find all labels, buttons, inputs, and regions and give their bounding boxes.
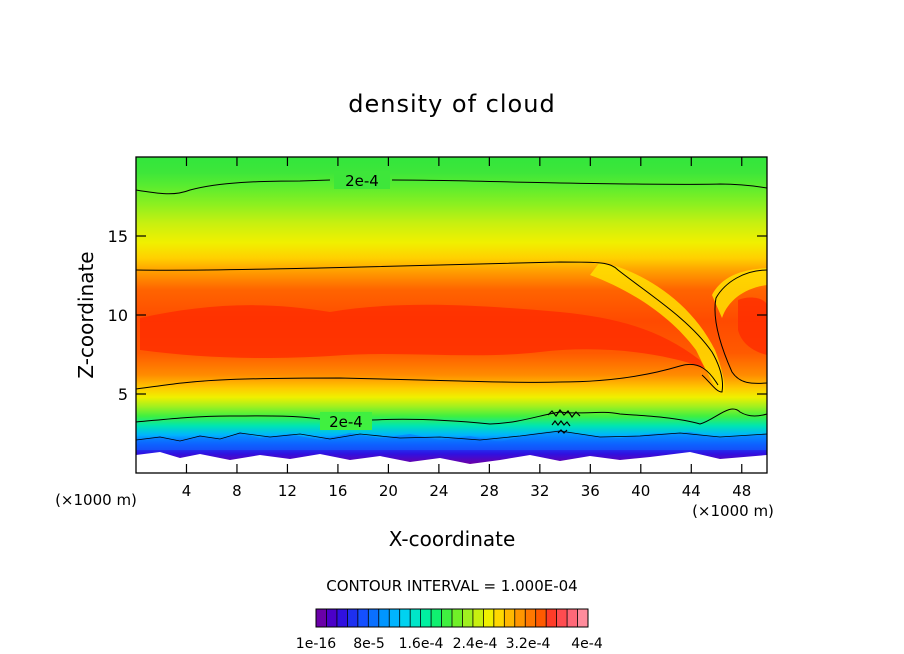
contour-interval-text: CONTOUR INTERVAL = 1.000E-04 <box>326 577 577 595</box>
x-tick-label: 16 <box>328 482 347 500</box>
heatmap-plume-right <box>712 268 767 318</box>
colorbar-swatch <box>347 609 359 627</box>
x-tick-label: 20 <box>379 482 398 500</box>
heatmap-core-region <box>140 304 705 368</box>
x-tick-label: 12 <box>278 482 297 500</box>
x-axis-label: X-coordinate <box>389 527 516 551</box>
contour-speckles <box>547 408 581 434</box>
contour-line-right-lobe <box>714 269 768 384</box>
colorbar-frame <box>315 608 589 628</box>
colorbar-swatch <box>399 609 411 627</box>
x-tick-label: 44 <box>682 482 701 500</box>
contour-label-bottom-bg <box>320 412 372 430</box>
colorbar-swatch <box>577 609 589 627</box>
x-unit-right: (×1000 m) <box>692 502 774 520</box>
colorbar-label: 8e-5 <box>353 636 384 652</box>
colorbar-swatch <box>326 609 338 627</box>
colorbar-swatch <box>504 609 516 627</box>
colorbar-swatch <box>472 609 484 627</box>
colorbar-swatch <box>389 609 400 627</box>
colorbar-swatch <box>546 609 557 627</box>
colorbar-label: 1.6e-4 <box>399 636 444 652</box>
colorbar-swatch <box>462 609 474 627</box>
heatmap-core-region-right <box>738 297 767 355</box>
x-tick-label: 36 <box>581 482 600 500</box>
colorbar-labels: 1e-16 8e-5 1.6e-4 2.4e-4 3.2e-4 4e-4 <box>296 636 603 652</box>
y-tick-label: 5 <box>118 385 128 404</box>
x-tick-label: 32 <box>530 482 549 500</box>
colorbar-label: 4e-4 <box>571 636 603 652</box>
heatmap-field <box>136 157 767 473</box>
colorbar <box>315 608 589 628</box>
contour-label-top-bg <box>334 171 390 189</box>
contour-line-lower-band <box>135 364 719 390</box>
colorbar-swatch <box>452 609 463 627</box>
colorbar-swatch <box>378 609 390 627</box>
colorbar-swatch <box>336 609 348 627</box>
x-axis-ticks: 4 8 12 16 20 24 28 32 36 40 44 48 <box>182 157 751 500</box>
y-axis-ticks: 5 10 15 <box>108 227 767 404</box>
colorbar-swatch <box>514 609 526 627</box>
colorbar-swatch <box>493 609 505 627</box>
contour-line-upper-band <box>135 261 723 393</box>
colorbar-swatch <box>535 609 547 627</box>
heatmap-plume <box>590 262 725 395</box>
contour-line-bottom <box>135 408 768 425</box>
x-unit-left: (×1000 m) <box>55 491 137 509</box>
heatmap-bottom-edge <box>136 452 767 473</box>
x-tick-label: 40 <box>631 482 650 500</box>
colorbar-swatch <box>525 609 536 627</box>
y-axis-label: Z-coordinate <box>74 251 98 378</box>
x-tick-label: 4 <box>182 482 192 500</box>
x-tick-label: 8 <box>232 482 242 500</box>
contour-line-lowest <box>135 430 768 442</box>
contour-lines <box>135 179 768 442</box>
contour-label-top: 2e-4 <box>345 172 379 190</box>
chart-title: density of cloud <box>348 90 555 118</box>
x-tick-label: 48 <box>732 482 751 500</box>
colorbar-swatch <box>431 609 442 627</box>
colorbar-swatch <box>567 609 578 627</box>
colorbar-label: 2.4e-4 <box>453 636 498 652</box>
contour-label-bottom: 2e-4 <box>329 413 363 431</box>
colorbar-swatch <box>556 609 568 627</box>
y-tick-label: 15 <box>108 227 128 246</box>
colorbar-swatch <box>420 609 432 627</box>
colorbar-swatch <box>316 609 327 627</box>
colorbar-label: 3.2e-4 <box>506 636 551 652</box>
x-tick-label: 28 <box>480 482 499 500</box>
y-tick-label: 10 <box>108 306 128 325</box>
colorbar-swatch <box>368 609 380 627</box>
colorbar-swatch <box>357 609 369 627</box>
colorbar-label: 1e-16 <box>296 636 336 652</box>
contour-line-top <box>135 179 768 195</box>
colorbar-swatch <box>410 609 421 627</box>
colorbar-swatch <box>483 609 495 627</box>
x-tick-label: 24 <box>429 482 448 500</box>
colorbar-swatch <box>441 609 453 627</box>
